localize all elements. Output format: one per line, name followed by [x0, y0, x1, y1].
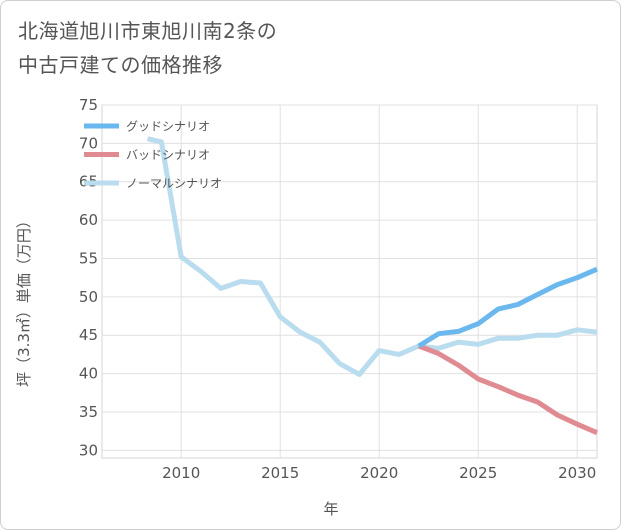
y-tick-label: 75: [79, 96, 98, 114]
y-tick-label: 40: [79, 365, 98, 383]
x-tick-label: 2015: [261, 464, 299, 482]
x-tick-label: 2030: [558, 464, 596, 482]
y-tick-label: 45: [79, 326, 98, 344]
series-line-1: [417, 266, 598, 349]
chart-title-line-1: 北海道旭川市東旭川南2条の: [18, 19, 278, 43]
legend-label-2: バッドシナリオ: [126, 148, 210, 162]
y-tick-label: 30: [79, 441, 98, 459]
x-axis-title: 年: [323, 500, 338, 518]
y-tick-label: 70: [79, 134, 98, 152]
grid-lines: [101, 104, 598, 459]
y-tick-label: 35: [79, 403, 98, 421]
y-tick-label: 55: [79, 249, 98, 267]
y-tick-label: 50: [79, 288, 98, 306]
series-line-2: [417, 343, 598, 435]
chart-title-line-2: 中古戸建ての価格推移: [18, 53, 223, 77]
x-tick-label: 2025: [459, 464, 497, 482]
x-tick-label: 2010: [162, 464, 200, 482]
legend-label-3: ノーマルシナリオ: [126, 177, 222, 191]
x-tick-label: 2020: [360, 464, 398, 482]
chart-title: 北海道旭川市東旭川南2条の 中古戸建ての価格推移: [18, 14, 277, 82]
x-axis-ticks: 2010 2015 2020 2025 2030: [162, 464, 596, 482]
y-axis-title: 坪（3.3㎡）単価（万円）: [15, 213, 33, 387]
series-line-3: [146, 136, 598, 377]
series-lines: [146, 136, 598, 435]
legend-label-1: グッドシナリオ: [126, 120, 210, 134]
y-tick-label: 60: [79, 211, 98, 229]
y-axis-ticks: 30354045505560657075: [79, 96, 98, 459]
